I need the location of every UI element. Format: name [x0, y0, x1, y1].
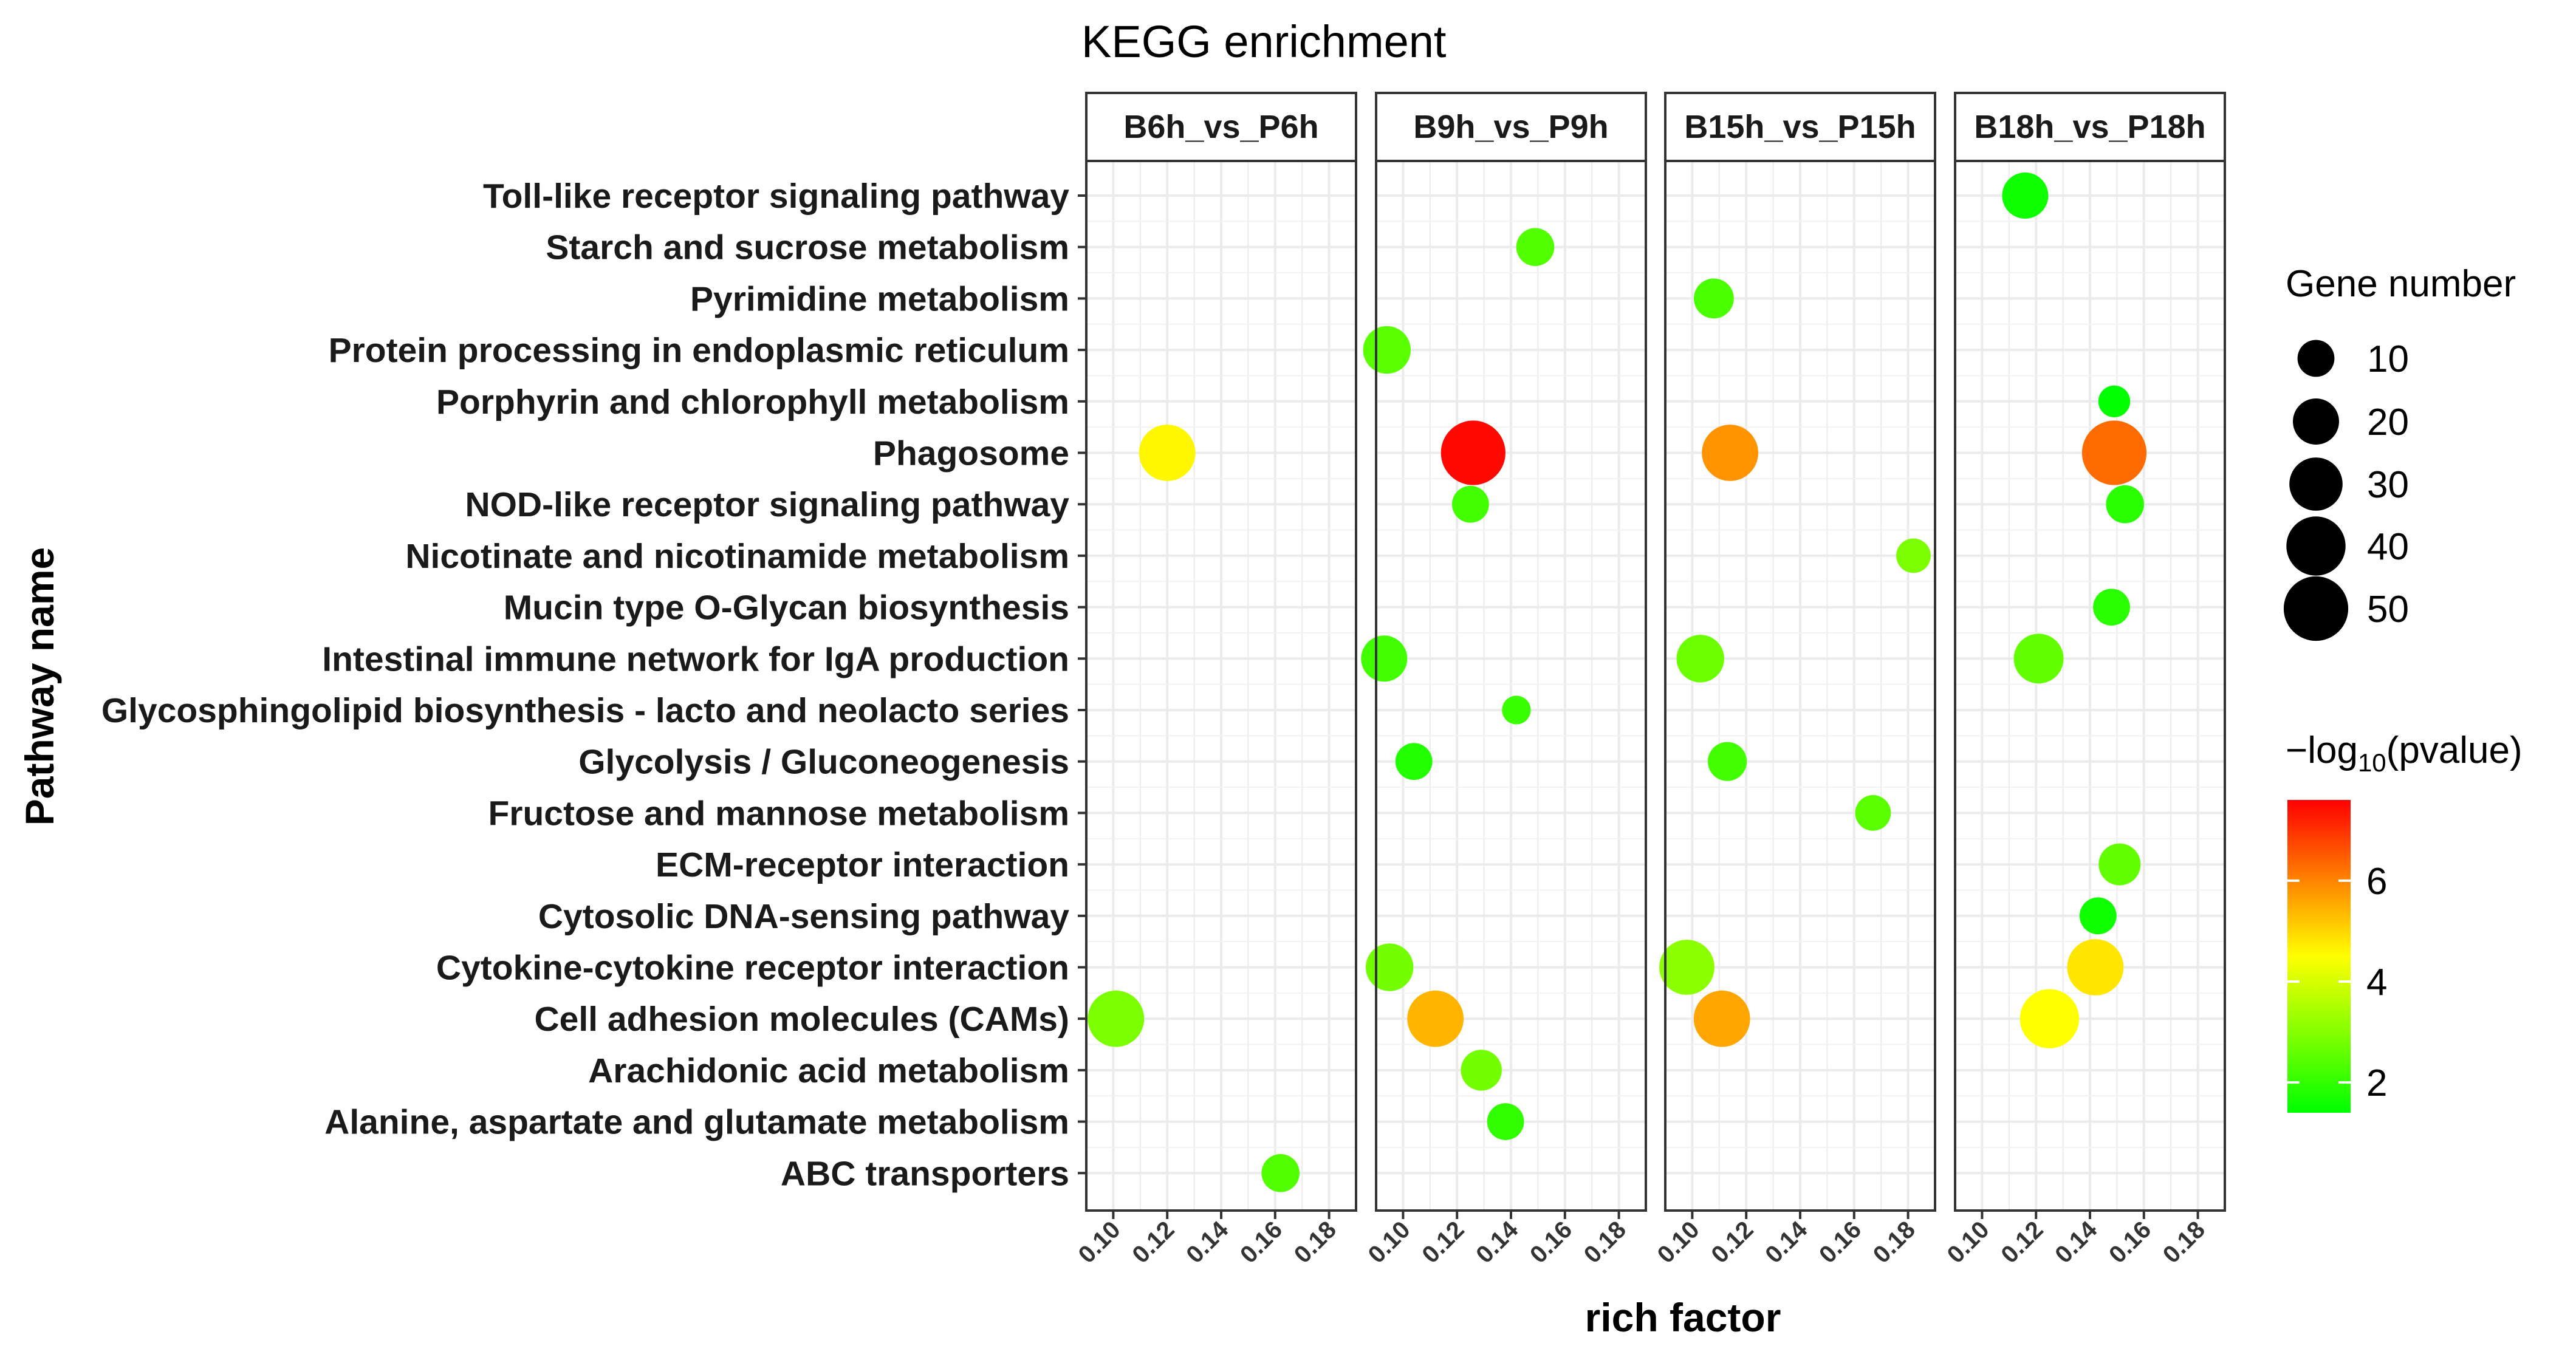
point-B9h_vs_P9h-arachidonic-acid-metabolism	[1461, 1050, 1502, 1091]
y-axis-title: Pathway name	[17, 547, 62, 826]
panel-strip	[1954, 92, 2226, 162]
point-B18h_vs_P18h-cytokine-cytokine-receptor-interaction	[2067, 939, 2124, 996]
point-B15h_vs_P15h-intestinal-immune-network-for-iga-production	[1676, 635, 1724, 683]
point-B18h_vs_P18h-cytosolic-dna-sensing-pathway	[2079, 897, 2117, 935]
panel-strip-label: B6h_vs_P6h	[1123, 109, 1318, 145]
color-legend-tick-label: 2	[2366, 1062, 2387, 1104]
y-tick-label: Glycolysis / Gluconeogenesis	[578, 743, 1069, 782]
color-legend-title-subscript: 10	[2358, 748, 2386, 777]
y-tick-label: Porphyrin and chlorophyll metabolism	[436, 383, 1069, 422]
y-tick-label: Pyrimidine metabolism	[690, 279, 1069, 318]
point-B9h_vs_P9h-alanine-aspartate-and-glutamate-metabolism	[1487, 1103, 1524, 1140]
point-B6h_vs_P6h-abc-transporters	[1261, 1154, 1300, 1192]
size-legend-key	[2283, 576, 2349, 641]
point-B15h_vs_P15h-phagosome	[1702, 425, 1759, 481]
point-B18h_vs_P18h-porphyrin-and-chlorophyll-metabolism	[2098, 385, 2131, 417]
color-legend-title-suffix: (pvalue)	[2386, 729, 2523, 771]
y-tick-label: Mucin type O-Glycan biosynthesis	[504, 589, 1069, 627]
panel-strip	[1085, 92, 1357, 162]
point-B18h_vs_P18h-mucin-type-o-glycan-biosynthesis	[2093, 589, 2130, 626]
y-tick-label: Fructose and mannose metabolism	[488, 794, 1069, 833]
chart-title: KEGG enrichment	[1081, 16, 1447, 67]
size-legend-label: 10	[2367, 338, 2409, 380]
y-tick-label: Glycosphingolipid biosynthesis - lacto a…	[101, 691, 1069, 730]
panel-strip	[1664, 92, 1936, 162]
point-B18h_vs_P18h-cell-adhesion-molecules-cams-	[2019, 989, 2080, 1048]
y-tick-label: Nicotinate and nicotinamide metabolism	[405, 537, 1069, 576]
y-tick-label: ECM-receptor interaction	[656, 845, 1069, 884]
y-axis-tick-labels: Toll-like receptor signaling pathway Star…	[101, 177, 1086, 1193]
color-legend: −log10(pvalue) 2 4 6	[2286, 729, 2523, 1113]
size-legend-label: 20	[2367, 401, 2409, 443]
point-B15h_vs_P15h-nicotinate-and-nicotinamide-metabolism	[1896, 538, 1931, 573]
y-tick-label: Toll-like receptor signaling pathway	[483, 177, 1069, 216]
panel-strip-label: B9h_vs_P9h	[1413, 109, 1608, 145]
y-tick-label: Intestinal immune network for IgA produc…	[322, 640, 1069, 678]
color-legend-title: −log10(pvalue)	[2286, 729, 2523, 777]
size-legend-key	[2297, 340, 2335, 377]
y-tick-label: Arachidonic acid metabolism	[588, 1051, 1069, 1090]
size-legend-key	[2286, 516, 2346, 576]
point-B9h_vs_P9h-protein-processing-in-endoplasmic-reticulum	[1363, 326, 1411, 374]
panel-strip-label: B18h_vs_P18h	[1974, 109, 2205, 145]
size-legend-label: 50	[2367, 589, 2409, 630]
point-B9h_vs_P9h-intestinal-immune-network-for-iga-production	[1361, 635, 1408, 682]
y-tick-label: Protein processing in endoplasmic reticu…	[329, 331, 1069, 370]
y-tick-label: Cytosolic DNA-sensing pathway	[538, 897, 1069, 936]
y-tick-label: Alanine, aspartate and glutamate metabol…	[324, 1103, 1069, 1142]
size-legend-label: 40	[2367, 526, 2409, 568]
point-B15h_vs_P15h-glycolysis-gluconeogenesis	[1708, 742, 1747, 781]
point-B15h_vs_P15h-fructose-and-mannose-metabolism	[1855, 795, 1891, 831]
y-tick-label: Cell adhesion molecules (CAMs)	[534, 1000, 1069, 1039]
point-B18h_vs_P18h-ecm-receptor-interaction	[2098, 843, 2141, 886]
point-B6h_vs_P6h-phagosome	[1139, 425, 1196, 481]
x-axis-title: rich factor	[1585, 1295, 1781, 1340]
size-legend: Gene number 10 20 30 40 50	[2283, 263, 2516, 641]
color-legend-tick-label: 4	[2366, 962, 2387, 1003]
y-tick-label: Starch and sucrose metabolism	[546, 228, 1069, 267]
point-B18h_vs_P18h-intestinal-immune-network-for-iga-production	[2013, 634, 2064, 684]
point-B18h_vs_P18h-phagosome	[2081, 420, 2147, 485]
point-B15h_vs_P15h-cell-adhesion-molecules-cams-	[1693, 990, 1750, 1047]
point-B6h_vs_P6h-cell-adhesion-molecules-cams-	[1088, 990, 1145, 1047]
point-B9h_vs_P9h-starch-and-sucrose-metabolism	[1516, 228, 1555, 267]
y-tick-label: Cytokine-cytokine receptor interaction	[436, 949, 1069, 988]
point-B15h_vs_P15h-cytokine-cytokine-receptor-interaction	[1659, 940, 1714, 995]
point-B9h_vs_P9h-glycolysis-gluconeogenesis	[1395, 743, 1433, 781]
color-legend-bar	[2287, 800, 2351, 1113]
point-B9h_vs_P9h-phagosome	[1440, 420, 1506, 485]
point-B15h_vs_P15h-pyrimidine-metabolism	[1694, 278, 1734, 319]
size-legend-title: Gene number	[2286, 263, 2516, 305]
y-tick-label: NOD-like receptor signaling pathway	[465, 485, 1069, 524]
point-B18h_vs_P18h-toll-like-receptor-signaling-pathway	[2002, 173, 2049, 219]
point-B9h_vs_P9h-glycosphingolipid-biosynthesis-lacto-and-neolacto-series	[1502, 695, 1531, 725]
point-B18h_vs_P18h-nod-like-receptor-signaling-pathway	[2106, 485, 2144, 524]
point-B9h_vs_P9h-cell-adhesion-molecules-cams-	[1407, 990, 1464, 1047]
panel-strip-label: B15h_vs_P15h	[1684, 109, 1916, 145]
color-legend-title-prefix: −log	[2286, 729, 2358, 771]
size-legend-label: 30	[2367, 464, 2409, 506]
size-legend-key	[2293, 398, 2339, 445]
size-legend-key	[2289, 457, 2343, 511]
point-B9h_vs_P9h-cytokine-cytokine-receptor-interaction	[1366, 943, 1414, 991]
y-tick-label: Phagosome	[873, 434, 1069, 473]
color-legend-tick-label: 6	[2366, 861, 2387, 903]
point-B9h_vs_P9h-nod-like-receptor-signaling-pathway	[1452, 485, 1489, 523]
panel-strip	[1375, 92, 1647, 162]
y-tick-label: ABC transporters	[781, 1154, 1069, 1193]
